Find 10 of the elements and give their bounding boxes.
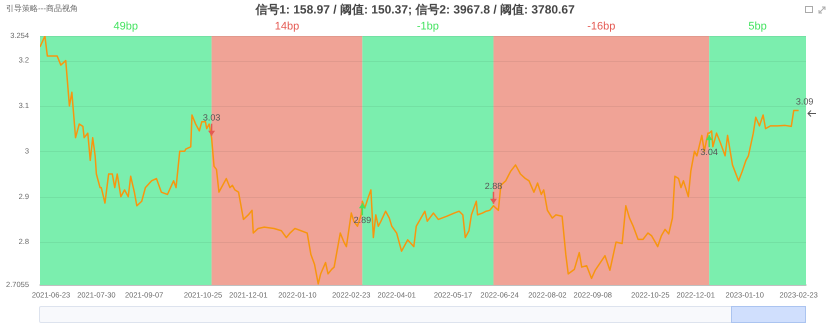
- band-label: -1bp: [416, 20, 439, 33]
- annotation: 3.03: [202, 112, 220, 123]
- annotation: 2.88: [484, 180, 502, 191]
- band-label: 14bp: [274, 20, 300, 33]
- band-label: 49bp: [114, 20, 138, 33]
- band-label: -16bp: [587, 20, 616, 33]
- chart-title: 信号1: 158.97 / 阈值: 150.37; 信号2: 3967.8 / 阈值: 3780.67: [254, 2, 576, 16]
- chart-subtitle: 引导策略---商品视角: [6, 4, 78, 14]
- annotation: 3.04: [700, 147, 718, 158]
- band-label: 5bp: [748, 20, 767, 33]
